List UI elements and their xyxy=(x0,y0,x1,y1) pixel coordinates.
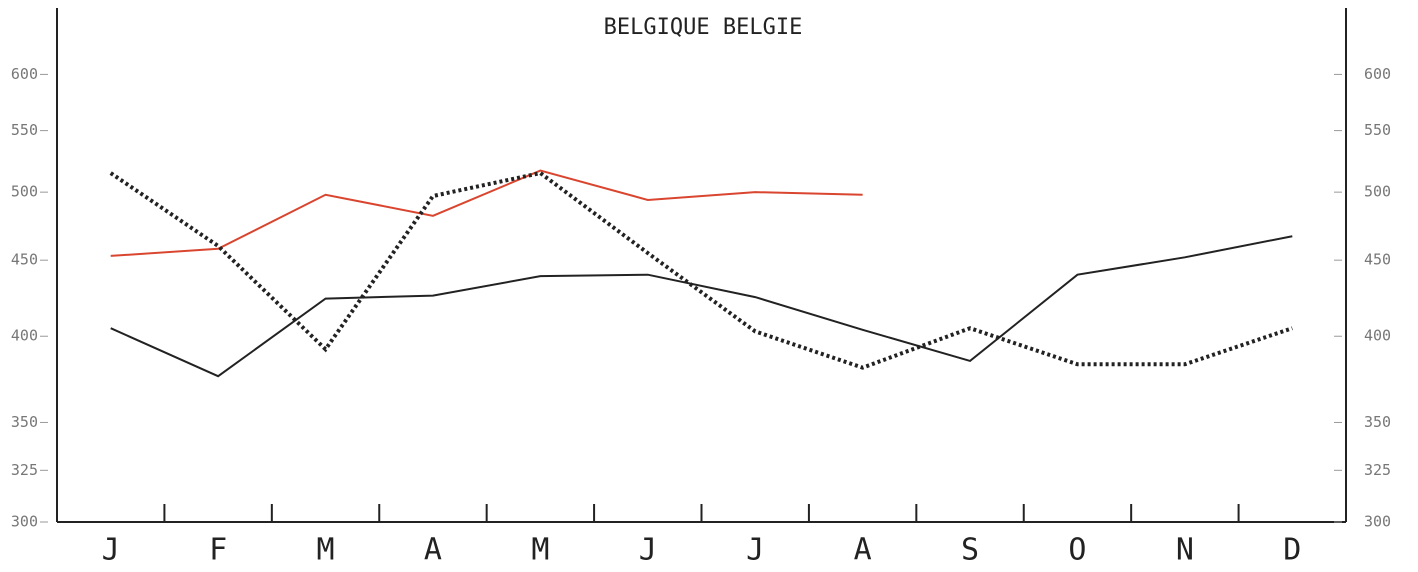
y2-tick-label: 400 xyxy=(1364,327,1391,345)
y-tick-label: 325 xyxy=(11,461,38,479)
series-line xyxy=(110,169,863,257)
y2-tick-label: 500 xyxy=(1364,183,1391,201)
y2-tick-label: 600 xyxy=(1364,65,1391,83)
x-tick-label: D xyxy=(1283,533,1301,568)
y-tick-label: 300 xyxy=(11,513,38,531)
chart-title: BELGIQUE BELGIE xyxy=(604,15,803,40)
y2-tick-label: 450 xyxy=(1364,251,1391,269)
x-tick-label: J xyxy=(639,533,657,568)
series-line xyxy=(109,170,1293,370)
y-tick-label: 350 xyxy=(11,413,38,431)
y-tick-label: 400 xyxy=(11,327,38,345)
x-tick-label: M xyxy=(531,533,549,568)
x-tick-label: J xyxy=(746,533,764,568)
y-tick-label: 500 xyxy=(11,183,38,201)
x-tick-label: F xyxy=(209,533,227,568)
x-tick-label: M xyxy=(317,533,335,568)
series-line xyxy=(110,235,1293,378)
x-tick-label: A xyxy=(424,533,442,568)
x-tick-label: J xyxy=(102,533,120,568)
x-tick-label: A xyxy=(854,533,872,568)
y-tick-label: 450 xyxy=(11,251,38,269)
x-tick-label: S xyxy=(961,533,979,568)
x-tick-label: N xyxy=(1176,533,1194,568)
x-tick-label: O xyxy=(1068,533,1086,568)
y2-tick-label: 300 xyxy=(1364,513,1391,531)
y2-tick-label: 325 xyxy=(1364,461,1391,479)
y2-tick-label: 550 xyxy=(1364,121,1391,139)
y-tick-label: 600 xyxy=(11,65,38,83)
y2-tick-label: 350 xyxy=(1364,413,1391,431)
y-tick-label: 550 xyxy=(11,121,38,139)
